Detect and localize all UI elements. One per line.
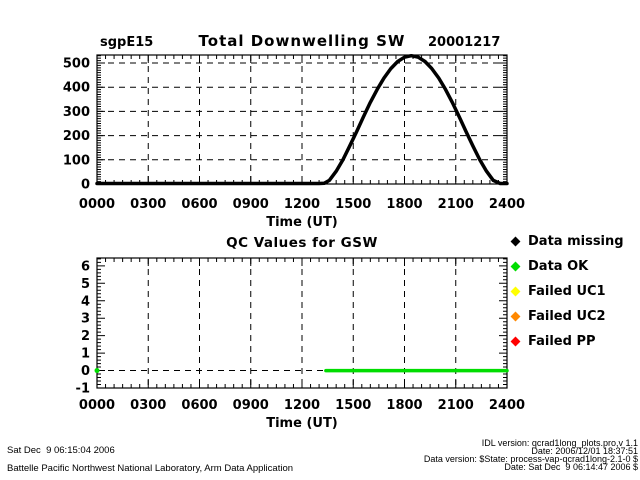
axis-ticks [96, 55, 508, 185]
organization-label: Battelle Pacific Northwest National Labo… [7, 463, 294, 474]
legend-label: Data OK [528, 259, 589, 274]
x-tick-label: 0900 [233, 197, 269, 212]
qc-legend: Data missing Data OK Failed UC1 Failed UC2 F… [510, 229, 624, 354]
axis-ticks [96, 258, 508, 389]
y-tick-label: 4 [81, 294, 90, 309]
y-tick-label: 5 [81, 277, 90, 292]
y-tick-label: 500 [63, 56, 90, 71]
x-tick-label: 2100 [438, 197, 474, 212]
x-tick-label: 1200 [284, 398, 320, 413]
date-label: 20001217 [428, 35, 501, 50]
x-tick-label: 2400 [489, 197, 525, 212]
x-tick-label: 0300 [130, 197, 166, 212]
x-tick-label: 0600 [181, 398, 217, 413]
legend-item: Failed PP [510, 329, 624, 354]
legend-item: Failed UC2 [510, 304, 624, 329]
legend-diamond-icon [510, 286, 521, 297]
y-tick-label: 1 [81, 347, 90, 362]
y-tick-label: 200 [63, 129, 90, 144]
y-tick-label: 2 [81, 329, 90, 344]
legend-item: Data OK [510, 254, 624, 279]
qc-plot-xaxis-title: Time (UT) [266, 416, 338, 431]
total-downwelling-sw [95, 53, 509, 186]
top-plot-xaxis-title: Time (UT) [266, 215, 338, 230]
top-plot-title: Total Downwelling SW [198, 32, 406, 50]
y-tick-label: -1 [76, 382, 90, 397]
legend-diamond-icon [510, 336, 521, 347]
x-tick-label: 1500 [335, 197, 371, 212]
x-tick-label: 0300 [130, 398, 166, 413]
y-tick-label: 0 [81, 364, 90, 379]
x-tick-label: 0900 [233, 398, 269, 413]
legend-label: Failed UC2 [528, 309, 606, 324]
legend-diamond-icon [510, 261, 521, 272]
plot-frame [96, 54, 508, 185]
legend-diamond-icon [510, 311, 521, 322]
x-tick-label: 1500 [335, 398, 371, 413]
x-tick-label: 1800 [386, 398, 422, 413]
x-tick-label: 0000 [79, 197, 115, 212]
y-tick-label: 3 [81, 312, 90, 327]
x-tick-label: 2400 [489, 398, 525, 413]
legend-label: Data missing [528, 234, 624, 249]
qc-plot-title: QC Values for GSW [226, 235, 378, 251]
version-info-block: IDL version: qcrad1long_plots.pro,v 1.1 D… [423, 438, 638, 472]
legend-item: Data missing [510, 229, 624, 254]
y-tick-label: 300 [63, 105, 90, 120]
legend-diamond-icon [510, 236, 521, 247]
version-info-line: Date: Sat Dec 9 06:14:47 2006 $ [504, 462, 638, 472]
y-tick-label: 0 [81, 178, 90, 193]
y-tick-label: 400 [63, 81, 90, 96]
version-info-line: Date: 2006/12/01 18:37:51 [531, 446, 638, 456]
version-info-line: Data version: $State: process-vap-qcrad1… [423, 454, 638, 464]
x-tick-label: 1800 [386, 197, 422, 212]
x-tick-label: 0000 [79, 398, 115, 413]
plot-creation-timestamp: Sat Dec 9 06:15:04 2006 [7, 445, 115, 456]
qc-data-ok-point-marker [94, 368, 100, 374]
station-label: sgpE15 [100, 35, 154, 50]
version-info-line: IDL version: qcrad1long_plots.pro,v 1.1 [481, 438, 638, 448]
x-tick-label: 1200 [284, 197, 320, 212]
legend-item: Failed UC1 [510, 279, 624, 304]
x-tick-label: 2100 [438, 398, 474, 413]
y-tick-label: 100 [63, 153, 90, 168]
legend-label: Failed UC1 [528, 284, 606, 299]
y-tick-label: 6 [81, 259, 90, 274]
x-tick-label: 0600 [181, 197, 217, 212]
legend-label: Failed PP [528, 334, 596, 349]
